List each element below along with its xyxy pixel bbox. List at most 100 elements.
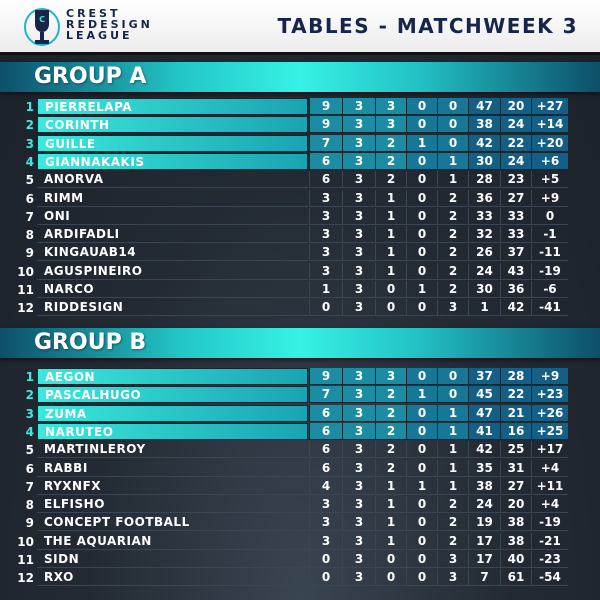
stat-cell: 0 xyxy=(406,404,437,422)
stat-cell: -19 xyxy=(531,262,568,280)
stat-cell: 0 xyxy=(406,532,437,550)
stat-cell: 0 xyxy=(309,551,342,568)
team-name: ARDIFADLI xyxy=(37,226,308,244)
stat-cell: 38 xyxy=(500,514,531,532)
team-name: NARCO xyxy=(37,281,308,298)
stat-cell: 22 xyxy=(500,386,531,404)
stat-cell: 1 xyxy=(375,207,406,225)
stat-cell: +20 xyxy=(531,134,568,152)
stat-cell: +23 xyxy=(531,386,568,404)
stat-cell: 2 xyxy=(375,459,406,477)
stat-cell: 0 xyxy=(375,281,406,298)
team-name: RIMM xyxy=(37,190,308,207)
rank: 6 xyxy=(25,461,34,476)
stat-cell: 1 xyxy=(375,189,406,207)
stat-cell: 3 xyxy=(309,207,342,225)
stat-cell: 3 xyxy=(342,134,375,152)
stat-cell: 42 xyxy=(468,441,500,459)
stat-cell: 3 xyxy=(342,299,375,317)
stat-cell: 31 xyxy=(500,459,531,477)
stat-cell: 3 xyxy=(375,98,406,115)
stat-cell: 19 xyxy=(468,514,500,532)
rank: 8 xyxy=(25,228,34,243)
stat-cell: 0 xyxy=(437,134,468,152)
team-name: ANORVA xyxy=(37,171,308,189)
team-name: RYXNFX xyxy=(37,478,308,495)
stat-cell: 2 xyxy=(437,207,468,225)
stat-cell: 9 xyxy=(309,98,342,115)
stat-cell: 24 xyxy=(468,262,500,280)
stat-cell: 0 xyxy=(375,299,406,317)
stat-cell: 2 xyxy=(437,226,468,244)
stat-cell: 3 xyxy=(342,496,375,514)
stat-cell: 0 xyxy=(375,551,406,568)
rank: 8 xyxy=(25,498,34,513)
stat-cell: 16 xyxy=(500,422,531,440)
stat-cell: 1 xyxy=(309,281,342,298)
table-row: 9 KINGAUAB14 3 3 1 0 2 26 37 -11 xyxy=(0,244,600,262)
stat-cell: 26 xyxy=(468,244,500,262)
stat-cell: -6 xyxy=(531,281,568,298)
stat-cell: 3 xyxy=(309,244,342,262)
stat-cell: 3 xyxy=(342,262,375,280)
stat-cell: +9 xyxy=(531,368,568,385)
stat-cell: 0 xyxy=(406,459,437,477)
stat-cell: -41 xyxy=(531,299,568,317)
table-row: 2 PASCALHUGO 7 3 2 1 0 45 22 +23 xyxy=(0,386,600,404)
stat-cell: 3 xyxy=(309,189,342,207)
stat-cell: -23 xyxy=(531,551,568,568)
trophy-logo-icon: C xyxy=(24,8,60,46)
team-name: GUILLE xyxy=(37,134,308,152)
stat-cell: 36 xyxy=(500,281,531,298)
stat-cell: 3 xyxy=(342,226,375,244)
group-b-banner: GROUP B xyxy=(0,328,600,358)
group-title: GROUP A xyxy=(34,64,147,89)
team-name: KINGAUAB14 xyxy=(37,244,308,262)
stat-cell: 0 xyxy=(437,386,468,404)
stat-cell: 3 xyxy=(342,441,375,459)
stat-cell: 0 xyxy=(309,569,342,587)
stat-cell: 33 xyxy=(500,226,531,244)
rank: 10 xyxy=(17,534,34,549)
stat-cell: 3 xyxy=(342,422,375,440)
group-title: GROUP B xyxy=(34,330,147,355)
stat-cell: 0 xyxy=(406,189,437,207)
table-row: 5 MARTINLEROY 6 3 2 0 1 42 25 +17 xyxy=(0,441,600,459)
table-row: 5 ANORVA 6 3 2 0 1 28 23 +5 xyxy=(0,171,600,189)
stat-cell: 2 xyxy=(437,496,468,514)
stat-cell: 3 xyxy=(342,116,375,134)
stat-cell: 61 xyxy=(500,569,531,587)
stat-cell: 3 xyxy=(342,171,375,189)
stat-cell: 1 xyxy=(437,171,468,189)
svg-text:C: C xyxy=(39,15,45,24)
stat-cell: 3 xyxy=(309,262,342,280)
stat-cell: 28 xyxy=(468,171,500,189)
stat-cell: 0 xyxy=(406,422,437,440)
team-name: PASCALHUGO xyxy=(37,386,308,404)
stat-cell: 3 xyxy=(342,189,375,207)
rank: 1 xyxy=(25,100,34,114)
stat-cell: 0 xyxy=(437,98,468,115)
stat-cell: 32 xyxy=(468,226,500,244)
stat-cell: 3 xyxy=(309,514,342,532)
rank: 4 xyxy=(25,424,34,439)
stat-cell: 7 xyxy=(309,386,342,404)
stat-cell: 17 xyxy=(468,551,500,568)
stat-cell: 1 xyxy=(406,386,437,404)
table-row: 1 PIERRELAPA 9 3 3 0 0 47 20 +27 xyxy=(0,98,600,116)
table-row: 2 CORINTH 9 3 3 0 0 38 24 +14 xyxy=(0,116,600,134)
rank: 3 xyxy=(25,136,34,151)
stat-cell: +5 xyxy=(531,171,568,189)
table-row: 10 THE AQUARIAN 3 3 1 0 2 17 38 -21 xyxy=(0,532,600,551)
stat-cell: 0 xyxy=(406,171,437,189)
stat-cell: 3 xyxy=(342,514,375,532)
group-a-banner: GROUP A xyxy=(0,62,600,92)
stat-cell: +14 xyxy=(531,116,568,134)
rank: 2 xyxy=(25,118,34,133)
stat-cell: 6 xyxy=(309,441,342,459)
rank: 12 xyxy=(17,301,34,316)
rank: 11 xyxy=(17,283,34,297)
header: C CREST REDESIGN LEAGUE TABLES - MATCHWE… xyxy=(0,0,600,55)
stat-cell: 2 xyxy=(437,281,468,298)
stat-cell: 20 xyxy=(500,496,531,514)
